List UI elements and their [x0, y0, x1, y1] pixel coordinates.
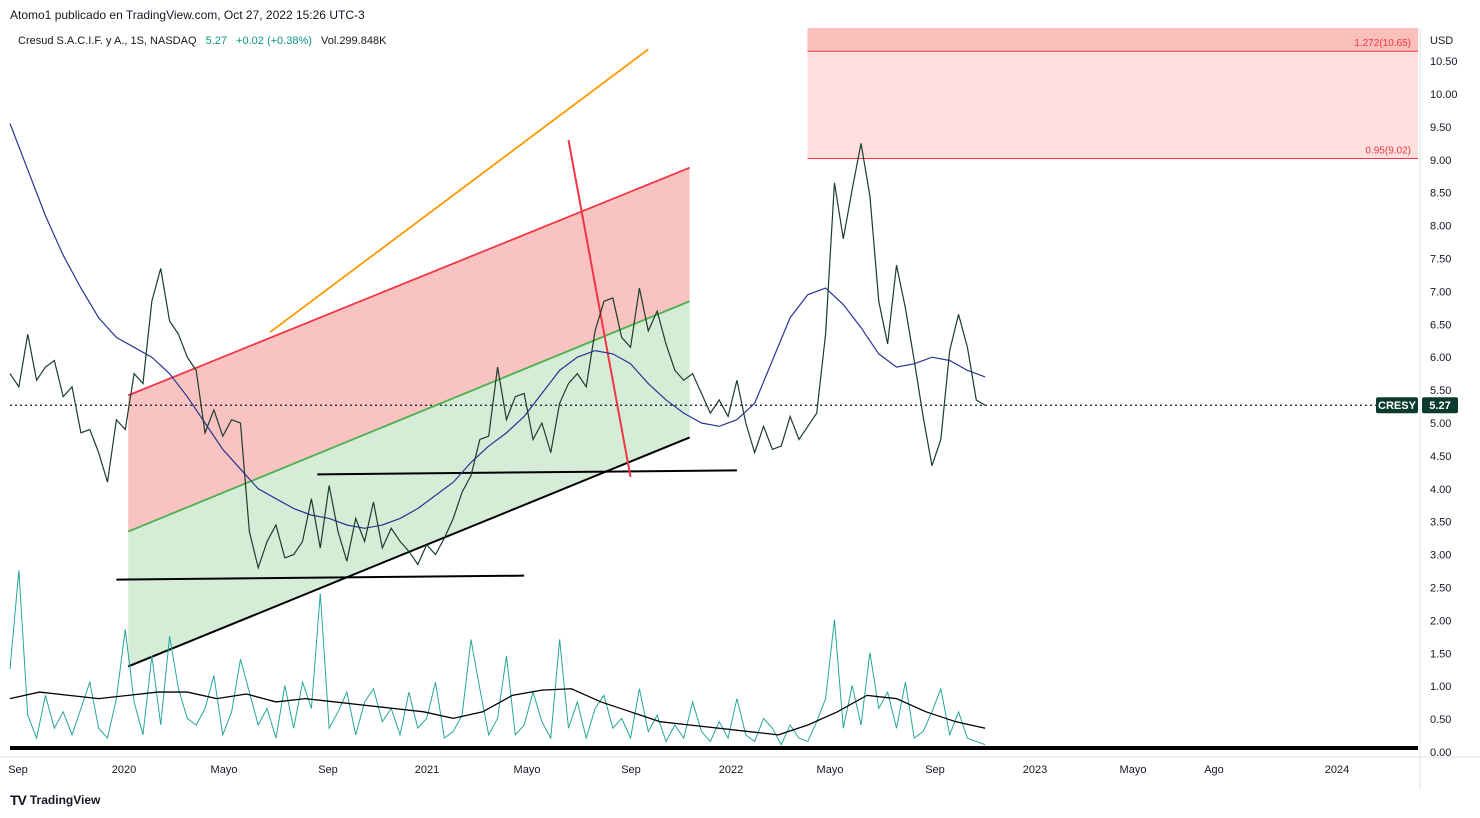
x-tick-label: Sep: [925, 764, 945, 776]
red-trendline: [567, 139, 632, 478]
x-tick-label: Mayo: [817, 764, 844, 776]
y-tick-label: 4.50: [1430, 451, 1451, 463]
last-price-badge-label: 5.27: [1429, 400, 1450, 412]
y-tick-label: 8.50: [1430, 188, 1451, 200]
x-tick-label: 2022: [719, 764, 743, 776]
volume-value: Vol.299.848K: [320, 35, 387, 47]
volume-ma-line: [9, 688, 986, 736]
y-tick-label: 3.50: [1430, 517, 1451, 529]
ma-series-line: [9, 123, 986, 529]
x-tick-label: Sep: [318, 764, 338, 776]
x-tick-label: 2021: [415, 764, 439, 776]
support-line-2: [317, 469, 737, 476]
channel-mid-line: [127, 300, 690, 533]
y-tick-label: 4.00: [1430, 484, 1451, 496]
fib-level-label: 0.95(9.02): [1365, 145, 1411, 156]
channel-lower-zone: [128, 301, 690, 667]
last-price-value: 5.27: [205, 35, 227, 47]
y-tick-label: 2.00: [1430, 615, 1451, 627]
x-tick-label: Mayo: [514, 764, 541, 776]
price-series-line: [9, 143, 986, 570]
ticker-badge: [1376, 397, 1418, 414]
y-tick-label: 9.00: [1430, 155, 1451, 167]
y-tick-label: 2.50: [1430, 583, 1451, 595]
y-tick-label: 10.00: [1430, 89, 1458, 101]
x-tick-label: Mayo: [1120, 764, 1147, 776]
orange-trendline: [269, 48, 649, 333]
y-tick-label: 1.00: [1430, 681, 1451, 693]
support-line-1: [116, 574, 525, 581]
publisher-header: Atomo1 publicado en TradingView.com, Oct…: [10, 8, 365, 22]
last-price-badge: [1422, 397, 1458, 414]
y-tick-label: 0.00: [1430, 747, 1451, 759]
y-tick-label: 0.50: [1430, 714, 1451, 726]
currency-label: USD: [1430, 35, 1453, 47]
y-tick-label: 7.50: [1430, 254, 1451, 266]
x-tick-label: Mayo: [211, 764, 238, 776]
symbol-name[interactable]: Cresud S.A.C.I.F. y A., 1S, NASDAQ: [18, 35, 197, 47]
y-tick-label: 5.50: [1430, 385, 1451, 397]
volume-series-line: [9, 570, 986, 746]
x-tick-label: Sep: [8, 764, 28, 776]
y-tick-label: 6.00: [1430, 352, 1451, 364]
x-tick-label: 2020: [112, 764, 136, 776]
channel-top-line: [127, 166, 690, 397]
channel-upper-zone: [128, 167, 690, 532]
price-change-value: +0.02 (+0.38%): [236, 35, 312, 47]
x-tick-label: Sep: [621, 764, 641, 776]
fib-zone: [807, 51, 1418, 159]
y-tick-label: 9.50: [1430, 122, 1451, 134]
x-tick-label: Ago: [1204, 764, 1224, 776]
y-tick-label: 1.50: [1430, 648, 1451, 660]
y-tick-label: 8.00: [1430, 221, 1451, 233]
fib-level-label: 1.272(10.65): [1354, 38, 1411, 49]
y-tick-label: 3.00: [1430, 550, 1451, 562]
symbol-legend: Cresud S.A.C.I.F. y A., 1S, NASDAQ 5.27 …: [18, 35, 392, 47]
y-tick-label: 5.00: [1430, 418, 1451, 430]
y-tick-label: 10.50: [1430, 56, 1458, 68]
brand-name: TradingView: [29, 793, 101, 807]
tradingview-footer[interactable]: TV TradingView: [10, 792, 100, 808]
y-tick-label: 6.50: [1430, 319, 1451, 331]
y-tick-label: 7.00: [1430, 286, 1451, 298]
x-tick-label: 2023: [1023, 764, 1047, 776]
fib-zone-top: [807, 28, 1418, 52]
x-tick-label: 2024: [1325, 764, 1349, 776]
tradingview-logo-icon: TV: [10, 792, 27, 808]
ticker-badge-label: CRESY: [1378, 400, 1417, 412]
